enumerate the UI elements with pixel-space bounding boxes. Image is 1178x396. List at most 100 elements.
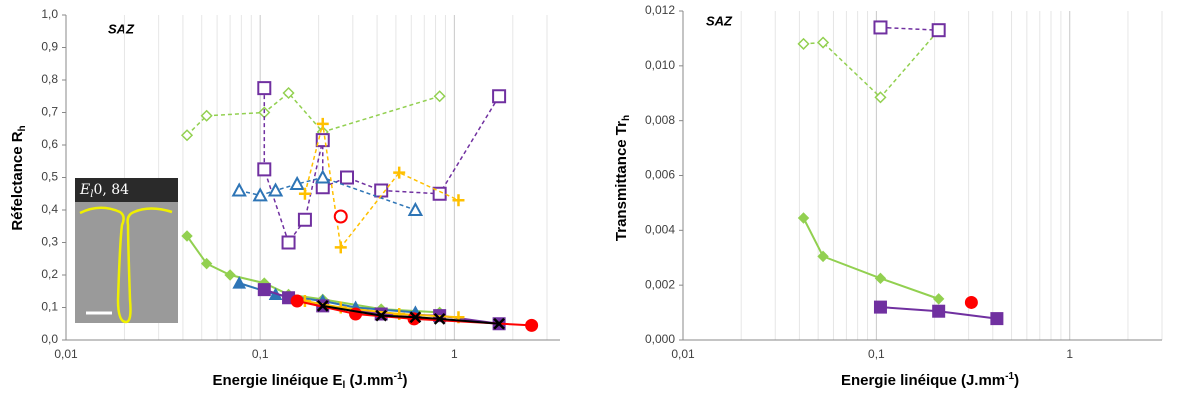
- point: [452, 194, 465, 207]
- x-title-sub: l: [343, 380, 346, 391]
- x-title-part: Energie linéique (J.mm: [841, 372, 1005, 389]
- x-tick-label: 1: [451, 347, 458, 361]
- point: [816, 36, 830, 49]
- y-tick-label: 0,6: [41, 137, 58, 151]
- point: [525, 318, 539, 332]
- inset-label-value: 0, 84: [93, 182, 129, 198]
- y-tick-label: 0,2: [41, 267, 58, 281]
- point: [797, 37, 810, 50]
- y-tick-label: 0,8: [41, 72, 58, 86]
- point: [873, 300, 887, 314]
- point: [340, 170, 355, 185]
- y-tick-label: 1,0: [41, 7, 58, 21]
- point: [990, 312, 1004, 326]
- point: [874, 272, 887, 285]
- point: [932, 304, 946, 318]
- y-tick-label: 0,000: [645, 332, 675, 346]
- point: [298, 187, 311, 200]
- point: [316, 117, 329, 130]
- y-title-part: Réfelctance R: [9, 131, 26, 230]
- point: [289, 175, 305, 190]
- point: [964, 295, 978, 309]
- y-axis-title: Transmittance Trh: [613, 115, 632, 241]
- y-tick-label: 0,7: [41, 105, 58, 119]
- annotation: SAZ: [108, 21, 135, 36]
- x-title-sup: -1: [394, 371, 403, 382]
- point: [232, 276, 247, 289]
- point: [231, 182, 247, 197]
- y-tick-label: 0,004: [645, 223, 675, 237]
- point: [315, 169, 331, 184]
- point: [492, 89, 507, 104]
- y-axis-title: Réfelctance Rh: [9, 125, 28, 230]
- y-tick-label: 0,008: [645, 113, 675, 127]
- x-title-part: ): [403, 372, 408, 389]
- y-tick-label: 0,0: [41, 332, 58, 346]
- y-title-sub: h: [17, 125, 28, 131]
- point: [407, 201, 424, 216]
- x-axis-title: Energie linéique (J.mm-1): [841, 371, 1019, 389]
- point: [493, 317, 505, 330]
- y-tick-label: 0,5: [41, 170, 58, 184]
- series-line: [880, 26, 939, 31]
- point: [433, 312, 446, 325]
- point: [931, 23, 946, 38]
- point: [817, 250, 829, 263]
- inset-label: El0, 84: [79, 182, 129, 200]
- point: [224, 269, 236, 281]
- point: [267, 182, 284, 197]
- inset-label-sub: l: [90, 189, 93, 200]
- point: [180, 129, 194, 142]
- inset-header: [75, 178, 178, 202]
- point: [375, 309, 388, 322]
- point: [282, 86, 295, 100]
- y-tick-label: 0,4: [41, 202, 58, 216]
- point: [433, 90, 446, 103]
- x-title-sup: -1: [1005, 371, 1014, 382]
- x-tick-label: 0,1: [868, 347, 885, 361]
- point: [315, 133, 330, 148]
- y-title-sub: h: [621, 115, 632, 121]
- point: [281, 235, 296, 250]
- point: [932, 293, 945, 305]
- point: [290, 294, 304, 308]
- point: [333, 209, 348, 224]
- point: [200, 257, 213, 270]
- y-tick-label: 0,010: [645, 58, 675, 72]
- y-tick-label: 0,002: [645, 277, 675, 291]
- inset-image: El0, 84: [75, 178, 178, 324]
- point: [181, 230, 193, 242]
- point: [257, 283, 271, 297]
- point: [200, 109, 213, 122]
- point: [432, 186, 447, 201]
- point: [257, 81, 272, 96]
- y-tick-label: 0,3: [41, 235, 58, 249]
- y-title-part: Transmittance Tr: [613, 121, 630, 241]
- point: [409, 311, 422, 324]
- point: [797, 212, 810, 224]
- x-tick-label: 1: [1066, 347, 1073, 361]
- series-line: [263, 88, 500, 245]
- point: [393, 166, 406, 179]
- x-title-part: Energie linéique E: [212, 372, 342, 389]
- x-tick-label: 0,01: [671, 347, 695, 361]
- series-line: [803, 29, 940, 99]
- x-tick-label: 0,01: [54, 347, 78, 361]
- inset-label-symbol: E: [79, 182, 90, 198]
- point: [316, 299, 329, 312]
- x-title-part: (J.mm: [345, 372, 393, 389]
- point: [334, 241, 347, 254]
- y-tick-label: 0,9: [41, 40, 58, 54]
- series-line: [802, 217, 940, 300]
- x-title-part: ): [1014, 372, 1019, 389]
- y-tick-label: 0,1: [41, 300, 58, 314]
- point: [297, 212, 312, 227]
- x-axis-title: Energie linéique El (J.mm-1): [212, 371, 407, 391]
- series-line: [186, 91, 440, 136]
- annotation: SAZ: [706, 13, 733, 28]
- inset-background: [75, 178, 178, 323]
- x-tick-label: 0,1: [252, 347, 269, 361]
- series-line: [186, 235, 440, 314]
- y-tick-label: 0,012: [645, 3, 675, 17]
